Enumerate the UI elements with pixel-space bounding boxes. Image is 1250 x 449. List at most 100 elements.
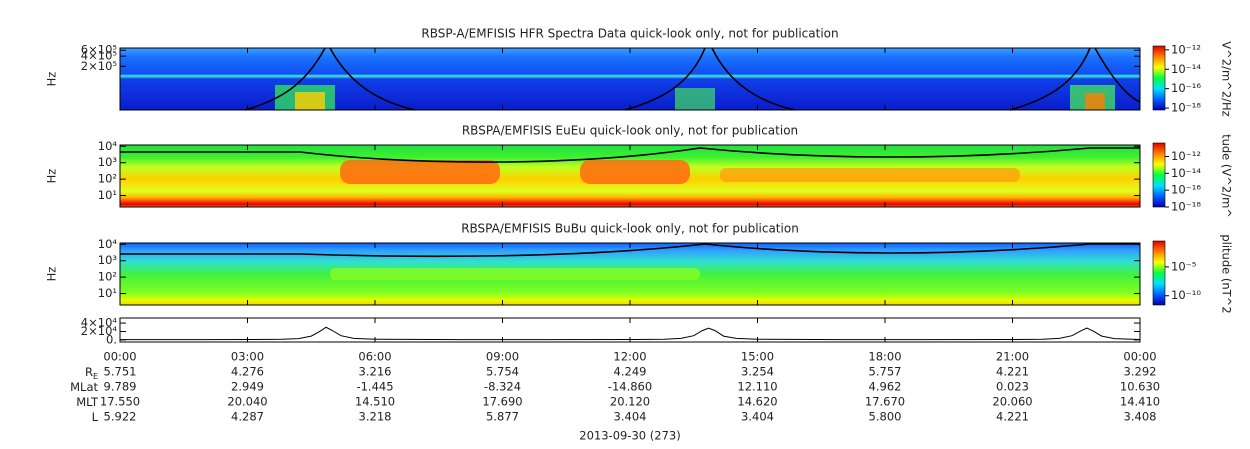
spectrogram-feature (295, 92, 325, 110)
colorbar-tick-label: 10⁻¹⁶ (1171, 183, 1201, 197)
colorbar-tick-label: 10⁻¹⁸ (1171, 200, 1201, 214)
spectrogram-feature (1085, 93, 1105, 110)
ephemeris-value: 17.690 (482, 395, 522, 409)
cyclotron-curve (120, 147, 1140, 163)
ephemeris-value: 5.800 (869, 410, 902, 424)
colorbar-tick-label: 10⁻¹² (1171, 42, 1201, 56)
ephemeris-value: 3.408 (1124, 410, 1157, 424)
spectrogram-feature (580, 160, 690, 184)
colorbar (1152, 240, 1166, 306)
x-tick-label: 18:00 (868, 350, 901, 364)
spectrogram-feature (720, 168, 1020, 182)
y-tick-label: 10² (98, 172, 117, 186)
ephemeris-value: -8.324 (484, 380, 521, 394)
ephemeris-value: 14.620 (737, 395, 777, 409)
colorbar (1152, 142, 1166, 208)
ephemeris-label-sub: E (93, 372, 98, 381)
ephemeris-label-text: R (85, 365, 93, 379)
ephemeris-value: 3.292 (1124, 365, 1157, 379)
y-tick-label: 10¹ (98, 188, 117, 202)
ephemeris-value: 0.023 (996, 380, 1029, 394)
y-axis-label: Hz (45, 267, 59, 282)
panel-title: RBSPA/EMFISIS BuBu quick-look only, not … (461, 222, 799, 236)
ephemeris-value: 4.221 (996, 410, 1029, 424)
ephemeris-value: 3.216 (359, 365, 392, 379)
ephemeris-row-label: RE (85, 365, 98, 381)
ephemeris-value: 9.789 (104, 380, 137, 394)
x-tick-label: 21:00 (996, 350, 1029, 364)
ephemeris-value: 14.510 (355, 395, 395, 409)
y-tick-label: 10⁴ (98, 237, 118, 251)
ephemeris-label-text: MLat (70, 380, 98, 394)
ephemeris-label-text: L (92, 410, 99, 424)
y-tick-label: 10¹ (98, 286, 117, 300)
cyclotron-curve (244, 47, 1141, 111)
colorbar-tick-label: 10⁻¹⁶ (1171, 81, 1201, 95)
colorbar-label: tude (V^2/m^ (1220, 134, 1234, 218)
ephemeris-value: 17.550 (100, 395, 140, 409)
y-tick-label: 10⁴ (98, 139, 118, 153)
y-tick-label: 10² (98, 270, 117, 284)
ephemeris-value: -1.445 (356, 380, 393, 394)
ephemeris-value: 10.630 (1120, 380, 1160, 394)
ephemeris-value: 3.254 (741, 365, 774, 379)
ephemeris-value: 20.060 (992, 395, 1032, 409)
ephemeris-value: 20.120 (610, 395, 650, 409)
x-tick-label: 03:00 (231, 350, 264, 364)
ephemeris-value: 3.404 (741, 410, 774, 424)
y-tick-label: 0. (106, 332, 117, 346)
ephemeris-value: 20.040 (227, 395, 267, 409)
y-tick-label: 4×10⁴ (81, 316, 118, 330)
x-tick-label: 00:00 (1123, 350, 1156, 364)
y-tick-label: 10³ (98, 253, 118, 267)
colorbar-tick-label: 10⁻¹⁴ (1171, 62, 1201, 76)
spectrogram-image (120, 48, 1140, 110)
ephemeris-value: 5.751 (104, 365, 137, 379)
ephemeris-value: 4.249 (614, 365, 647, 379)
ephemeris-row-label: MLat (70, 380, 98, 394)
y-axis-label: Hz (45, 72, 59, 87)
colorbar-tick-label: 10⁻¹⁸ (1171, 101, 1201, 115)
panel-title: RBSP-A/EMFISIS HFR Spectra Data quick-lo… (421, 27, 838, 41)
ephemeris-value: 4.287 (231, 410, 264, 424)
ephemeris-value: -14.860 (608, 380, 652, 394)
spectrogram-feature (340, 160, 500, 184)
x-tick-label: 15:00 (741, 350, 774, 364)
colorbar-tick-label: 10⁻⁵ (1171, 259, 1197, 273)
cyclotron-curve (120, 243, 1140, 258)
x-tick-label: 12:00 (613, 350, 646, 364)
ephemeris-row-label: L (92, 410, 99, 424)
y-tick-label: 2×10⁴ (81, 324, 118, 338)
panel-title: RBSPA/EMFISIS EuEu quick-look only, not … (462, 124, 798, 138)
ephemeris-value: 5.877 (486, 410, 519, 424)
colorbar-tick-label: 10⁻¹⁴ (1171, 166, 1201, 180)
ephemeris-value: 5.757 (869, 365, 902, 379)
ephemeris-label-text: MLT (76, 395, 99, 409)
spectrogram-feature (675, 88, 715, 110)
x-axis-label: 2013-09-30 (273) (579, 429, 680, 443)
y-tick-label: 10³ (98, 155, 118, 169)
ephemeris-value: 3.218 (359, 410, 392, 424)
ephemeris-value: 3.404 (614, 410, 647, 424)
colorbar-tick-label: 10⁻¹⁰ (1171, 288, 1201, 302)
colorbar-label: plitude (nT^2 (1220, 234, 1234, 313)
ephemeris-value: 14.410 (1120, 395, 1160, 409)
x-tick-label: 06:00 (358, 350, 391, 364)
ephemeris-value: 5.922 (104, 410, 137, 424)
colorbar-label: V^2/m^2/Hz (1220, 41, 1234, 116)
ephemeris-value: 4.276 (231, 365, 264, 379)
ephemeris-value: 5.754 (486, 365, 519, 379)
colorbar (1152, 45, 1166, 111)
colorbar-tick-label: 10⁻¹² (1171, 149, 1201, 163)
y-tick-label: 4×10⁵ (81, 49, 118, 63)
ephemeris-value: 2.949 (231, 380, 264, 394)
y-tick-label: 6×10⁵ (81, 43, 118, 57)
ephemeris-value: 12.110 (737, 380, 777, 394)
ephemeris-value: 4.221 (996, 365, 1029, 379)
y-axis-label: Hz (45, 169, 59, 184)
ephemeris-row-label: MLT (76, 395, 99, 409)
spectrogram-feature (330, 268, 700, 280)
ephemeris-value: 4.962 (869, 380, 902, 394)
x-tick-label: 09:00 (486, 350, 519, 364)
